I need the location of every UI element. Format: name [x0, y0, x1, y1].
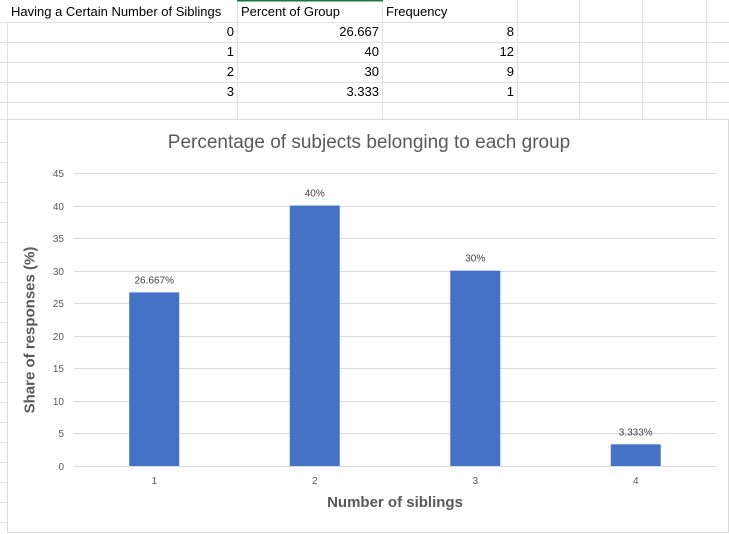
cell-percent-row3[interactable]: 30 [364, 64, 379, 79]
y-axis-title: Share of responses (%) [21, 246, 39, 414]
cell-siblings-row1[interactable]: 0 [226, 24, 234, 39]
y-tick-label: 20 [53, 332, 65, 343]
header-percent[interactable]: Percent of Group [241, 4, 340, 19]
cell-frequency-row3[interactable]: 9 [506, 64, 514, 79]
x-tick-label: 2 [312, 476, 318, 487]
y-tick-label: 15 [53, 364, 65, 375]
bar [610, 444, 661, 466]
cell-percent-row2[interactable]: 40 [364, 44, 379, 59]
y-tick-label: 25 [53, 299, 65, 310]
bar-chart[interactable]: Percentage of subjects belonging to each… [7, 119, 729, 533]
bar [129, 292, 180, 466]
cell-frequency-row2[interactable]: 12 [499, 44, 514, 59]
x-tick-label: 3 [472, 476, 478, 487]
data-label: 26.667% [135, 275, 175, 286]
cell-frequency-row4[interactable]: 1 [506, 84, 514, 99]
chart-plot-area: 0 5 10 15 20 25 30 35 40 45 26.667% 1 40% 2 30% 3 3.333%… [53, 169, 716, 487]
bar [289, 205, 340, 467]
data-label: 3.333% [619, 427, 653, 438]
x-tick-label: 4 [633, 476, 639, 487]
data-label: 30% [465, 254, 485, 265]
cell-frequency-row1[interactable]: 8 [506, 24, 514, 39]
x-axis-title: Number of siblings [327, 494, 463, 511]
y-tick-label: 40 [53, 202, 65, 213]
y-tick-label: 45 [53, 169, 65, 180]
cell-percent-row1[interactable]: 26.667 [339, 24, 379, 39]
cell-percent-row4[interactable]: 3.333 [346, 84, 379, 99]
cell-siblings-row4[interactable]: 3 [226, 84, 234, 99]
y-tick-label: 10 [53, 397, 65, 408]
chart-title: Percentage of subjects belonging to each… [167, 132, 571, 153]
data-label: 40% [305, 189, 325, 200]
x-tick-label: 1 [151, 476, 157, 487]
cell-siblings-row2[interactable]: 1 [226, 44, 234, 59]
header-frequency[interactable]: Frequency [386, 4, 448, 19]
y-tick-label: 30 [53, 267, 65, 278]
y-tick-label: 0 [58, 462, 64, 473]
y-tick-label: 35 [53, 234, 65, 245]
cell-siblings-row3[interactable]: 2 [226, 64, 234, 79]
y-tick-label: 5 [58, 429, 64, 440]
header-siblings[interactable]: Having a Certain Number of Siblings [11, 4, 222, 19]
bar [450, 270, 501, 466]
